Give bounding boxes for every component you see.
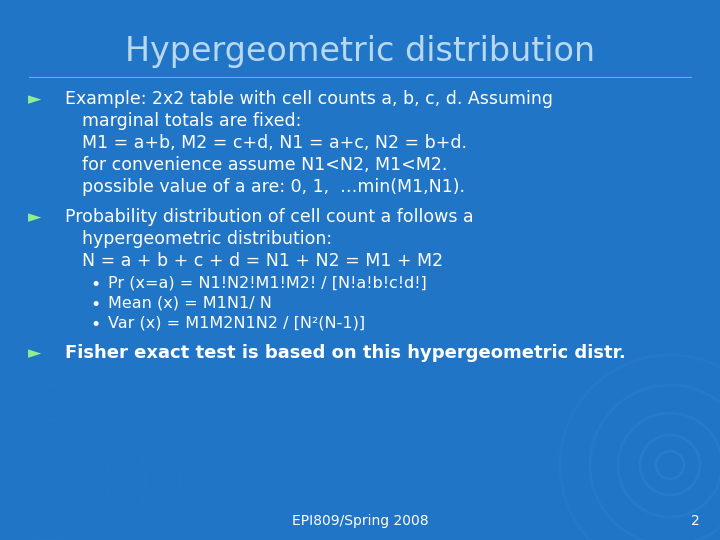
Text: ►: ► [28,90,41,108]
Text: hypergeometric distribution:: hypergeometric distribution: [82,230,332,248]
Text: Probability distribution of cell count a follows a: Probability distribution of cell count a… [65,208,474,226]
Text: •: • [90,276,100,294]
Text: ►: ► [28,344,41,362]
Text: Mean (x) = M1N1/ N: Mean (x) = M1N1/ N [108,296,272,311]
Text: N = a + b + c + d = N1 + N2 = M1 + M2: N = a + b + c + d = N1 + N2 = M1 + M2 [82,252,443,270]
Text: Var (x) = M1M2N1N2 / [N²(N-1)]: Var (x) = M1M2N1N2 / [N²(N-1)] [108,316,365,331]
Text: M1 = a+b, M2 = c+d, N1 = a+c, N2 = b+d.: M1 = a+b, M2 = c+d, N1 = a+c, N2 = b+d. [82,134,467,152]
Text: Fisher exact test is based on this hypergeometric distr.: Fisher exact test is based on this hyper… [65,344,626,362]
Text: ►: ► [28,208,41,226]
Text: 2: 2 [691,514,700,528]
Text: possible value of a are: 0, 1,  …min(M1,N1).: possible value of a are: 0, 1, …min(M1,N… [82,178,465,196]
Text: •: • [90,296,100,314]
Text: for convenience assume N1<N2, M1<M2.: for convenience assume N1<N2, M1<M2. [82,156,447,174]
Text: •: • [90,316,100,334]
Text: EPI809/Spring 2008: EPI809/Spring 2008 [292,514,428,528]
Text: Example: 2x2 table with cell counts a, b, c, d. Assuming: Example: 2x2 table with cell counts a, b… [65,90,553,108]
Text: Pr (x=a) = N1!N2!M1!M2! / [N!a!b!c!d!]: Pr (x=a) = N1!N2!M1!M2! / [N!a!b!c!d!] [108,276,427,291]
Text: marginal totals are fixed:: marginal totals are fixed: [82,112,302,130]
Text: Hypergeometric distribution: Hypergeometric distribution [125,35,595,68]
